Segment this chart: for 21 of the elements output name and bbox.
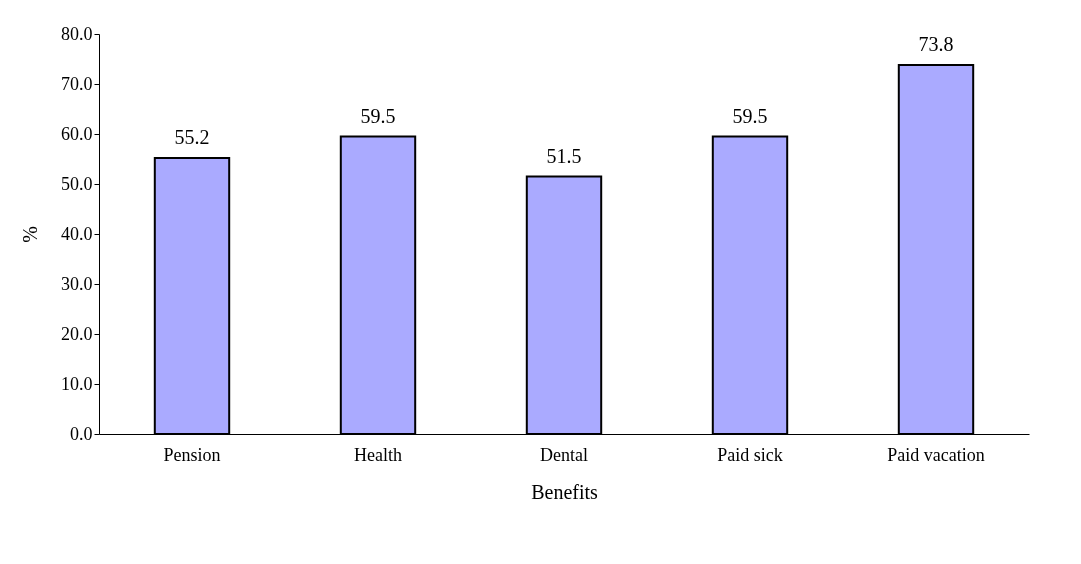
y-tick-label: 70.0 bbox=[61, 73, 93, 94]
y-tick-label: 50.0 bbox=[61, 173, 93, 194]
y-tick-label: 20.0 bbox=[61, 323, 93, 344]
data-label: 59.5 bbox=[360, 104, 396, 127]
data-label: 73.8 bbox=[918, 33, 954, 55]
y-tick-label: 60.0 bbox=[61, 123, 93, 144]
y-tick-label: 30.0 bbox=[61, 273, 93, 294]
x-tick-label: Paid sick bbox=[717, 444, 783, 465]
x-axis-title: Benefits bbox=[531, 480, 599, 503]
x-tick-label: Paid vacation bbox=[887, 444, 985, 465]
x-tick-label: Dental bbox=[540, 444, 588, 465]
x-tick-label: Health bbox=[354, 444, 402, 465]
y-tick-label: 10.0 bbox=[61, 373, 93, 394]
data-label: 59.5 bbox=[732, 104, 768, 127]
data-label: 51.5 bbox=[546, 144, 582, 167]
y-tick-label: 40.0 bbox=[61, 223, 93, 244]
x-tick-label: Pension bbox=[163, 444, 221, 465]
y-axis-title: % bbox=[19, 226, 41, 243]
y-tick-label: 80.0 bbox=[61, 23, 93, 44]
data-label: 55.2 bbox=[174, 126, 210, 148]
y-tick-label: 0.0 bbox=[70, 423, 93, 444]
